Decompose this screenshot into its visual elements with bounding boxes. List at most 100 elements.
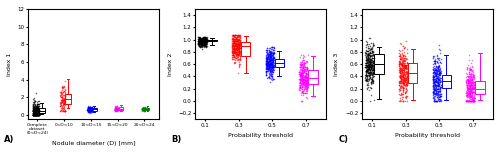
Point <box>297 78 305 81</box>
Point <box>234 43 242 45</box>
Point <box>403 82 411 84</box>
Point <box>265 67 273 70</box>
Point <box>400 44 407 47</box>
Point <box>435 74 443 76</box>
Point <box>30 110 38 113</box>
Point <box>395 88 403 90</box>
Point <box>200 40 208 42</box>
Point <box>300 86 308 89</box>
Point <box>32 91 40 94</box>
Point <box>268 71 276 73</box>
Point <box>364 40 372 43</box>
Point <box>33 113 41 116</box>
Point <box>403 81 411 83</box>
Point <box>367 81 375 84</box>
Point <box>236 35 244 37</box>
Point <box>266 53 274 56</box>
Point <box>230 48 238 51</box>
Point <box>434 57 442 59</box>
Point <box>298 73 306 75</box>
Point <box>262 63 270 65</box>
Point <box>30 114 38 116</box>
Point <box>138 109 146 111</box>
Point <box>229 58 237 60</box>
Point <box>366 59 374 61</box>
Point <box>138 107 146 109</box>
Point <box>367 66 375 69</box>
Point <box>362 58 370 60</box>
Point <box>300 64 308 66</box>
Point <box>230 34 238 36</box>
Point <box>201 37 209 40</box>
Point <box>232 43 240 45</box>
Point <box>230 62 238 64</box>
Point <box>396 74 404 76</box>
Point <box>268 56 276 59</box>
Point <box>467 74 475 76</box>
Point <box>303 82 311 85</box>
Point <box>468 91 476 93</box>
Point <box>297 73 305 75</box>
Point <box>268 79 276 81</box>
Point <box>270 47 278 49</box>
Point <box>194 39 202 42</box>
Point <box>469 86 477 89</box>
Point <box>56 109 64 112</box>
Point <box>196 39 204 42</box>
Point <box>362 62 370 65</box>
Point <box>296 74 304 76</box>
Point <box>87 108 95 110</box>
Point <box>304 86 312 88</box>
Point <box>436 81 444 83</box>
Point <box>366 61 374 64</box>
Point <box>230 42 237 44</box>
Point <box>232 44 240 47</box>
Point <box>364 53 372 55</box>
Point <box>202 40 209 42</box>
Point <box>397 78 405 80</box>
Point <box>430 83 438 85</box>
Point <box>270 66 278 68</box>
Point <box>368 54 376 57</box>
Point <box>302 86 310 89</box>
Point <box>366 75 374 78</box>
Point <box>433 56 441 59</box>
Point <box>434 65 442 68</box>
Point <box>266 54 274 56</box>
Point <box>112 108 120 110</box>
Point <box>366 62 374 65</box>
Point <box>201 37 209 40</box>
Point <box>264 64 272 66</box>
Point <box>300 82 308 84</box>
Point <box>112 108 120 110</box>
Point <box>436 93 444 96</box>
Point <box>362 76 370 79</box>
Point <box>462 94 470 97</box>
Point <box>60 85 68 87</box>
Point <box>364 84 372 86</box>
Point <box>301 66 309 68</box>
Point <box>234 51 242 53</box>
Point <box>298 63 306 66</box>
Point <box>466 69 474 72</box>
Point <box>298 82 306 84</box>
Point <box>233 39 241 42</box>
Point <box>56 108 64 111</box>
Point <box>202 37 210 40</box>
Point <box>400 91 408 94</box>
Point <box>30 108 38 110</box>
Point <box>468 79 475 81</box>
Point <box>364 74 372 76</box>
Point <box>195 41 203 44</box>
Point <box>368 81 376 84</box>
Point <box>430 80 438 83</box>
Point <box>403 79 411 81</box>
Point <box>368 70 376 73</box>
Point <box>468 86 476 88</box>
Point <box>366 41 374 44</box>
Point <box>432 80 440 83</box>
Point <box>462 72 470 75</box>
Point <box>32 110 40 112</box>
Point <box>195 38 203 40</box>
Point <box>58 107 66 110</box>
